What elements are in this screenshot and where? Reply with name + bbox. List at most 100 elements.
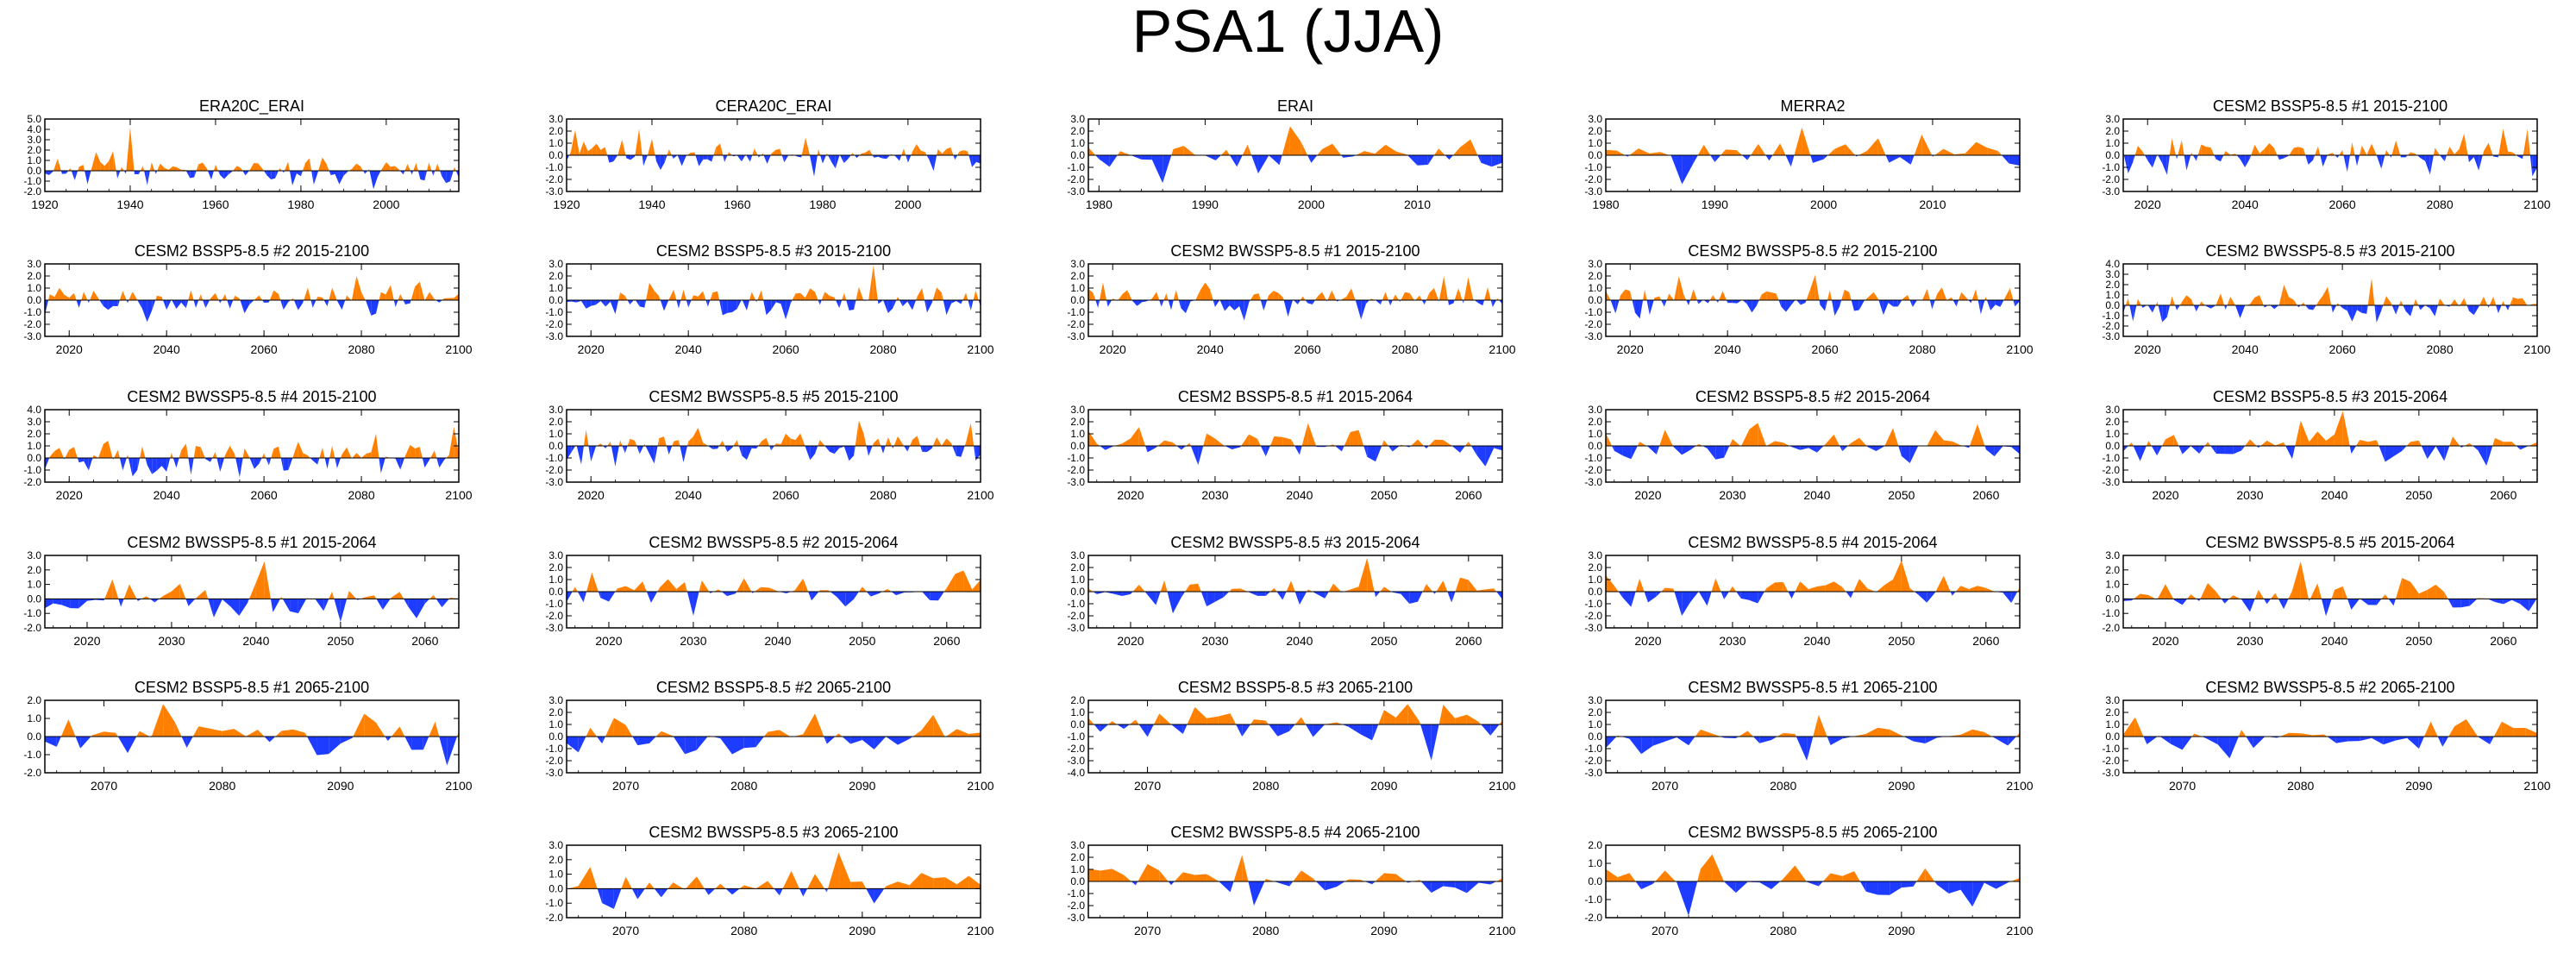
negative-area bbox=[2123, 599, 2132, 601]
negative-area bbox=[1673, 446, 1683, 455]
negative-area bbox=[1229, 300, 1235, 310]
positive-area bbox=[1853, 579, 1859, 592]
negative-area bbox=[1715, 300, 1718, 304]
y-tick-label: 0.0 bbox=[2105, 593, 2120, 605]
positive-area bbox=[177, 167, 182, 171]
positive-area bbox=[946, 574, 956, 592]
negative-area bbox=[191, 458, 194, 475]
negative-area bbox=[1854, 300, 1859, 311]
y-tick-label: 0.0 bbox=[548, 440, 563, 452]
negative-area bbox=[2473, 155, 2479, 171]
negative-area bbox=[137, 300, 142, 309]
negative-area bbox=[580, 300, 586, 309]
y-tick-label: -3.0 bbox=[2102, 330, 2120, 342]
negative-area bbox=[1367, 446, 1376, 462]
negative-area bbox=[1481, 155, 1492, 167]
x-tick-label: 1990 bbox=[1192, 198, 1219, 211]
positive-area bbox=[932, 436, 937, 446]
negative-area bbox=[1434, 592, 1437, 594]
negative-area bbox=[385, 737, 388, 742]
negative-area bbox=[1392, 592, 1401, 594]
positive-area bbox=[234, 729, 247, 737]
negative-area bbox=[943, 300, 947, 316]
negative-area bbox=[223, 171, 229, 179]
positive-area bbox=[768, 881, 774, 889]
positive-area bbox=[2435, 147, 2441, 155]
negative-area bbox=[2298, 305, 2301, 308]
positive-area bbox=[805, 137, 810, 155]
positive-area bbox=[1314, 297, 1318, 300]
y-tick-label: -2.0 bbox=[545, 464, 563, 476]
positive-area bbox=[2216, 293, 2221, 305]
positive-area bbox=[1301, 423, 1308, 446]
negative-area bbox=[1299, 446, 1302, 455]
negative-area bbox=[103, 300, 109, 310]
positive-area bbox=[751, 292, 756, 300]
positive-area bbox=[865, 149, 870, 155]
positive-area bbox=[1997, 151, 2003, 155]
panel-title: CESM2 BSSP5-8.5 #1 2065-2100 bbox=[135, 679, 369, 696]
x-tick-label: 2080 bbox=[869, 488, 896, 502]
y-tick-label: -1.0 bbox=[2102, 452, 2120, 464]
x-tick-label: 2030 bbox=[2236, 488, 2263, 502]
positive-area bbox=[419, 281, 425, 300]
x-tick-label: 2070 bbox=[1652, 924, 1678, 938]
positive-area bbox=[2317, 295, 2323, 305]
positive-area bbox=[1948, 734, 1961, 737]
positive-area bbox=[185, 443, 189, 458]
positive-area bbox=[786, 433, 791, 446]
negative-area bbox=[70, 599, 79, 609]
negative-area bbox=[1485, 446, 1495, 467]
positive-area bbox=[1124, 875, 1131, 881]
positive-area bbox=[2303, 148, 2306, 155]
negative-area bbox=[678, 300, 681, 309]
negative-area bbox=[1207, 592, 1215, 607]
positive-area bbox=[912, 730, 922, 737]
negative-area bbox=[1634, 300, 1640, 319]
positive-area bbox=[1813, 714, 1819, 737]
negative-area bbox=[1372, 881, 1376, 885]
positive-area bbox=[181, 443, 186, 458]
positive-area bbox=[307, 287, 311, 300]
negative-area bbox=[1447, 300, 1449, 305]
positive-area bbox=[945, 729, 957, 737]
positive-area bbox=[1102, 282, 1107, 300]
negative-area bbox=[968, 300, 971, 310]
negative-area bbox=[1878, 300, 1883, 316]
negative-area bbox=[450, 171, 454, 182]
positive-area bbox=[1348, 879, 1361, 881]
negative-area bbox=[283, 300, 289, 310]
positive-area bbox=[1294, 717, 1301, 724]
negative-area bbox=[1257, 592, 1266, 596]
negative-area bbox=[152, 458, 157, 474]
positive-area bbox=[49, 450, 55, 458]
negative-area bbox=[1474, 300, 1478, 304]
positive-area bbox=[304, 732, 308, 737]
positive-area bbox=[156, 295, 162, 300]
positive-area bbox=[2134, 145, 2138, 155]
positive-area bbox=[2249, 439, 2257, 446]
positive-area bbox=[222, 729, 235, 737]
positive-area bbox=[893, 436, 898, 446]
negative-area bbox=[2177, 155, 2178, 160]
x-tick-label: 2030 bbox=[680, 634, 706, 648]
positive-area bbox=[2498, 129, 2504, 155]
x-tick-label: 2050 bbox=[327, 634, 354, 648]
negative-area bbox=[1689, 881, 1698, 916]
y-tick-label: -1.0 bbox=[1584, 598, 1602, 610]
positive-area bbox=[1747, 731, 1753, 737]
negative-area bbox=[147, 300, 153, 323]
positive-area bbox=[872, 442, 874, 446]
positive-area bbox=[761, 586, 770, 592]
negative-area bbox=[727, 592, 736, 597]
positive-area bbox=[1722, 291, 1727, 300]
x-tick-label: 2070 bbox=[1652, 779, 1678, 793]
positive-area bbox=[886, 881, 898, 889]
negative-area bbox=[343, 171, 348, 176]
positive-area bbox=[141, 596, 147, 599]
negative-area bbox=[680, 446, 684, 462]
negative-area bbox=[1176, 446, 1181, 450]
positive-area bbox=[2260, 440, 2267, 446]
positive-area bbox=[2315, 146, 2318, 155]
positive-area bbox=[329, 287, 333, 300]
